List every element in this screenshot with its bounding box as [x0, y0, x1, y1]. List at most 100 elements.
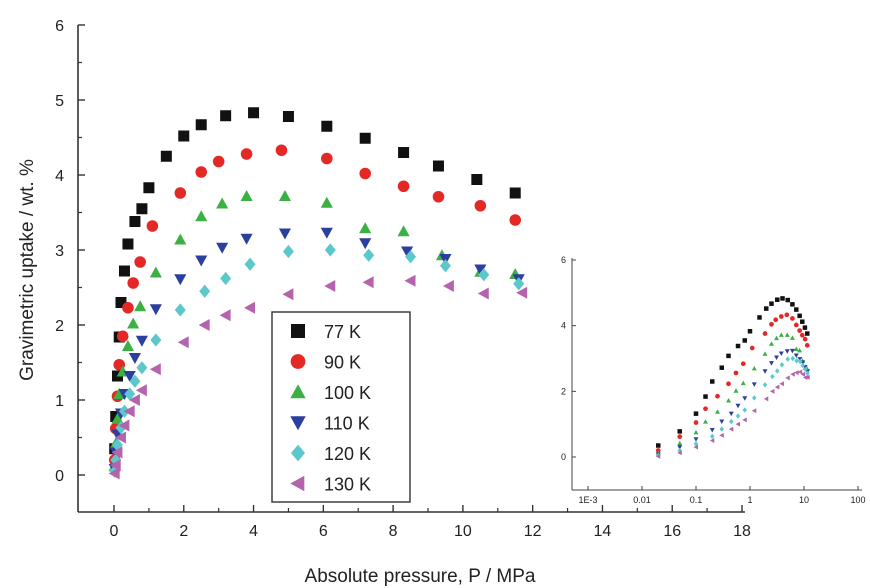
- data-point: [199, 284, 211, 298]
- data-point: [195, 255, 208, 267]
- inset-data-point: [729, 418, 734, 425]
- inset-series-120-k: [656, 355, 810, 459]
- data-point: [398, 147, 410, 158]
- inset-data-point: [764, 306, 769, 311]
- inset-data-point: [719, 419, 725, 425]
- inset-data-point: [762, 331, 768, 336]
- inset-data-point: [709, 438, 715, 444]
- x-tick-label: 18: [733, 523, 751, 540]
- data-point: [195, 119, 207, 131]
- inset-series-90-k: [655, 312, 810, 453]
- data-point: [127, 277, 139, 289]
- series-110-k: [108, 227, 525, 476]
- x-tick-label: 16: [663, 523, 681, 540]
- inset-data-point: [785, 297, 790, 303]
- inset-data-point: [793, 322, 799, 328]
- inset-data-point: [774, 335, 780, 341]
- data-point: [432, 190, 445, 203]
- inset-data-point: [655, 453, 661, 459]
- inset-data-point: [693, 444, 699, 450]
- inset-data-point: [677, 450, 682, 456]
- data-point: [129, 216, 141, 227]
- data-point: [220, 110, 232, 122]
- inset-data-point: [726, 398, 731, 403]
- inset-data-point: [677, 429, 682, 434]
- inset-data-point: [740, 361, 746, 367]
- y-tick-label: 3: [55, 243, 64, 260]
- data-point: [359, 238, 372, 250]
- inset-data-point: [728, 411, 734, 417]
- legend-label: 77 K: [324, 322, 361, 342]
- inset-data-point: [797, 347, 803, 353]
- y-axis-label: Gravimetric uptake / wt. %: [17, 159, 38, 381]
- inset-data-point: [749, 345, 755, 351]
- data-point: [248, 107, 260, 119]
- data-point: [160, 150, 172, 162]
- x-tick-label: 14: [594, 523, 612, 540]
- data-point: [363, 248, 375, 262]
- inset-data-point: [805, 374, 810, 380]
- inset-data-point: [709, 428, 715, 433]
- inset-data-point: [693, 420, 699, 425]
- inset-data-point: [677, 445, 683, 450]
- inset-data-point: [693, 429, 699, 435]
- legend-marker: [290, 354, 306, 369]
- data-point: [282, 288, 294, 301]
- data-point: [240, 233, 253, 245]
- inset-data-point: [779, 381, 784, 387]
- inset-data-point: [774, 384, 780, 390]
- inset-data-point: [710, 433, 715, 440]
- inset-data-point: [742, 338, 748, 343]
- inset-data-point: [735, 413, 741, 419]
- inset-data-point: [742, 407, 748, 413]
- inset-data-point: [752, 395, 757, 401]
- data-point: [477, 287, 489, 300]
- data-point: [324, 243, 336, 257]
- data-point: [474, 264, 487, 276]
- inset-data-point: [742, 396, 748, 401]
- data-point: [108, 467, 120, 480]
- data-point: [282, 111, 294, 122]
- data-point: [359, 222, 372, 234]
- inset-y-tick-label: 4: [561, 321, 566, 331]
- inset-data-point: [802, 375, 808, 381]
- y-tick-label: 5: [55, 93, 64, 110]
- x-tick-label: 10: [454, 523, 472, 540]
- inset-data-point: [802, 325, 808, 330]
- data-point: [149, 304, 162, 316]
- data-point: [198, 318, 210, 332]
- legend-box: [271, 311, 411, 503]
- data-point: [121, 339, 135, 351]
- data-point: [359, 167, 371, 180]
- x-tick-label: 6: [319, 523, 328, 540]
- inset-x-tick-label: 100: [850, 495, 865, 505]
- inset-data-point: [805, 331, 810, 336]
- data-point: [513, 277, 525, 291]
- data-point: [114, 431, 126, 444]
- data-point: [134, 256, 146, 268]
- inset-data-point: [655, 448, 661, 453]
- data-point: [432, 160, 444, 172]
- data-point: [122, 238, 134, 250]
- data-point: [109, 459, 121, 472]
- data-point: [128, 393, 140, 407]
- inset-data-point: [735, 403, 741, 409]
- y-tick-label: 6: [55, 18, 64, 35]
- data-point: [177, 336, 189, 349]
- inset-data-point: [733, 370, 739, 376]
- data-point: [150, 333, 162, 347]
- data-point: [129, 374, 141, 388]
- inset-y-tick-label: 2: [561, 386, 566, 396]
- data-point: [195, 210, 208, 222]
- legend-marker: [290, 384, 306, 399]
- legend-marker: [290, 416, 306, 431]
- data-point: [219, 309, 231, 322]
- inset-data-point: [803, 366, 808, 373]
- x-tick-label: 8: [389, 523, 398, 540]
- inset-data-point: [751, 382, 757, 387]
- inset-data-point: [778, 332, 784, 337]
- data-point: [212, 155, 225, 168]
- inset-data-point: [775, 297, 780, 302]
